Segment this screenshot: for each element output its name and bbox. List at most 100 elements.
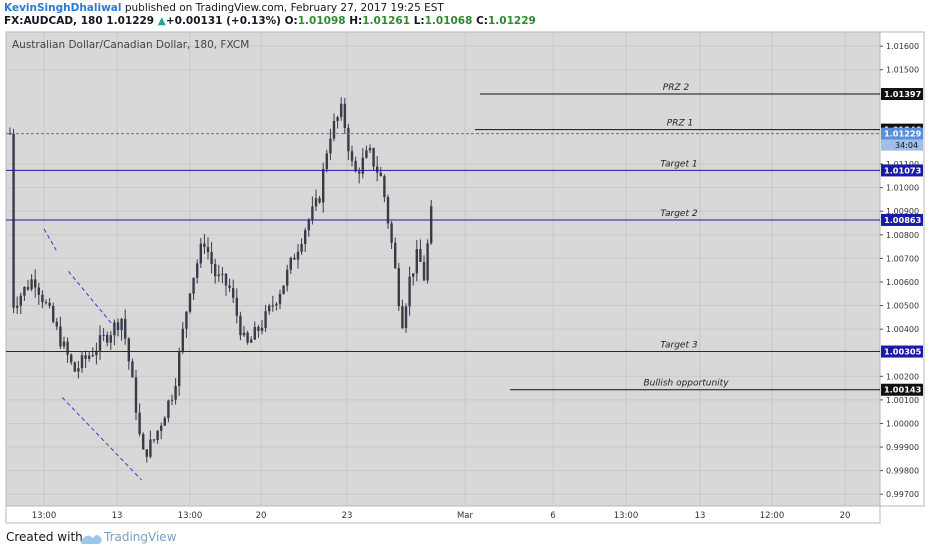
- price-axis-label-bg: [881, 383, 923, 396]
- x-tick-label: Mar: [457, 511, 474, 521]
- candle-body: [224, 273, 228, 286]
- candle-body: [361, 157, 364, 174]
- candle-body: [329, 138, 332, 154]
- candle-body: [145, 449, 148, 457]
- candle-body: [95, 350, 98, 356]
- candle-body: [152, 439, 156, 441]
- y-tick-label: 1.00700: [886, 254, 919, 263]
- wedge-upper-trendline-2[interactable]: [68, 271, 118, 331]
- candle-body: [347, 127, 350, 152]
- candle-body: [332, 120, 336, 139]
- target-level-label: Target 1: [660, 159, 697, 169]
- x-tick-label: 23: [342, 511, 353, 521]
- chart-title: Australian Dollar/Canadian Dollar, 180, …: [12, 39, 249, 51]
- x-tick-label: 13:00: [178, 511, 203, 521]
- candle-body: [73, 362, 76, 372]
- candle-body: [239, 315, 242, 336]
- price-axis-label: 1.01397: [884, 89, 922, 99]
- price-axis-label: 1.01073: [884, 165, 922, 175]
- price-axis[interactable]: [879, 31, 925, 507]
- ohlc-line: FX:AUDCAD, 180 1.01229 ▲+0.00131 (+0.13%…: [4, 15, 536, 27]
- candle-body: [84, 355, 87, 359]
- y-tick-label: 1.00000: [886, 419, 919, 428]
- y-tick-label: 1.01000: [886, 184, 919, 193]
- tradingview-brand[interactable]: TradingView: [104, 530, 177, 544]
- candle-body: [257, 326, 260, 331]
- candle-body: [116, 322, 120, 331]
- x-tick-label: 6: [550, 511, 555, 521]
- y-tick-label: 1.00400: [886, 325, 919, 334]
- candle-body: [55, 321, 58, 327]
- y-tick-label: 0.99800: [886, 467, 919, 476]
- candle-body: [286, 269, 289, 286]
- price-chart[interactable]: 1.016001.015001.011001.010001.009001.008…: [4, 30, 928, 525]
- candle-body: [174, 386, 177, 400]
- last-price: 1.01229: [106, 15, 155, 27]
- author-link[interactable]: KevinSinghDhaliwal: [4, 2, 122, 14]
- candle-body: [314, 198, 318, 207]
- candle-body: [394, 242, 397, 269]
- high-value: 1.01261: [362, 15, 411, 27]
- x-tick-label: 20: [256, 511, 267, 521]
- price-axis-label: 1.00863: [884, 215, 922, 225]
- candle-body: [19, 295, 22, 306]
- x-tick-label: 13: [695, 511, 706, 521]
- candle-body: [109, 335, 112, 343]
- wedge-lower-trendline[interactable]: [61, 397, 142, 481]
- candle-body: [228, 285, 231, 288]
- candle-body: [350, 151, 354, 161]
- high-label: H:: [349, 15, 363, 27]
- candle-body: [246, 332, 249, 343]
- candle-body: [23, 287, 26, 296]
- candle-body: [62, 341, 66, 347]
- candle-body: [44, 302, 48, 304]
- price-axis-label: 1.00305: [884, 347, 922, 357]
- candle-body: [412, 273, 415, 277]
- y-tick-label: 1.00100: [886, 396, 919, 405]
- candle-body: [142, 434, 145, 450]
- chart-area[interactable]: 1.016001.015001.011001.010001.009001.008…: [4, 30, 928, 525]
- y-tick-label: 1.00900: [886, 207, 919, 216]
- symbol-label[interactable]: FX:AUDCAD, 180: [4, 15, 103, 27]
- low-value: 1.01068: [424, 15, 473, 27]
- candle-body: [26, 287, 30, 290]
- countdown-bg: [881, 139, 923, 151]
- candle-body: [52, 306, 55, 322]
- up-arrow-icon: ▲: [157, 15, 166, 27]
- candle-body: [343, 103, 346, 128]
- x-tick-label: 13:00: [32, 511, 57, 521]
- candle-body: [242, 332, 246, 336]
- candle-body: [12, 133, 15, 308]
- candle-body: [156, 430, 159, 441]
- time-axis[interactable]: [5, 505, 881, 524]
- candle-body: [8, 133, 12, 135]
- candle-body: [203, 243, 206, 248]
- ray-line-label: PRZ 1: [667, 119, 693, 129]
- price-change: +0.00131 (+0.13%): [165, 15, 281, 27]
- candle-body: [41, 294, 44, 303]
- candle-body: [293, 257, 296, 260]
- close-label: C:: [476, 15, 488, 27]
- candle-body: [376, 166, 379, 173]
- candle-body: [336, 117, 339, 121]
- candle-body: [124, 318, 127, 339]
- candle-body: [354, 160, 357, 172]
- tradingview-logo-icon[interactable]: [78, 528, 164, 548]
- candle-body: [235, 297, 238, 316]
- candle-body: [37, 287, 40, 295]
- candle-body: [386, 197, 390, 224]
- candle-body: [275, 303, 278, 306]
- countdown-label: 34:04: [895, 141, 918, 150]
- price-axis-label-bg: [881, 345, 923, 358]
- candle-body: [149, 439, 152, 457]
- candle-body: [34, 279, 37, 288]
- price-axis-label-bg: [881, 164, 923, 177]
- candle-body: [131, 361, 134, 378]
- candle-body: [188, 293, 192, 312]
- candle-body: [66, 341, 69, 355]
- candle-body: [16, 305, 19, 308]
- publish-line: KevinSinghDhaliwal published on TradingV…: [4, 2, 444, 14]
- candle-body: [91, 355, 94, 357]
- candle-body: [250, 339, 253, 343]
- candle-body: [88, 355, 91, 359]
